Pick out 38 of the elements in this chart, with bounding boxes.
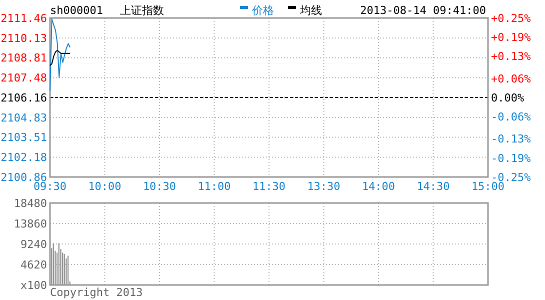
y-tick-label: x100 [20, 278, 47, 292]
x-tick-label: 10:00 [88, 180, 122, 193]
y2-tick-label: -0.06% [491, 110, 532, 124]
y-tick-label: 2104.83 [0, 111, 47, 124]
y-tick-label: 13860 [14, 217, 47, 230]
y-tick-label: 2106.16 [0, 91, 47, 104]
y2-tick-label: -0.13% [491, 132, 532, 146]
x-tick-label: 15:00 [471, 180, 505, 193]
x-tick-label: 09:30 [33, 180, 67, 193]
y-tick-label: 18480 [14, 196, 47, 210]
x-tick-label: 10:30 [142, 180, 176, 193]
legend-label: 均线 [299, 4, 322, 17]
y2-tick-label: +0.25% [491, 12, 532, 25]
x-tick-label: 14:00 [362, 180, 396, 193]
y2-tick-label: +0.06% [491, 72, 532, 86]
y-tick-label: 2108.81 [0, 52, 47, 65]
x-tick-label: 13:30 [307, 180, 340, 193]
y2-tick-label: +0.19% [491, 30, 532, 44]
x-tick-label: 11:30 [252, 180, 286, 193]
y-tick-label: 2107.48 [0, 72, 47, 85]
y-tick-label: 4620 [20, 258, 47, 272]
legend-label: 价格 [251, 4, 274, 17]
y2-tick-label: +0.13% [491, 50, 532, 64]
line-series [50, 18, 71, 92]
x-tick-label: 14:30 [416, 180, 450, 193]
chart-subtitle: sh000001 [50, 4, 103, 17]
text: 2013-08-14 09:41:00 [360, 4, 486, 17]
y-tick-label: 2102.18 [0, 151, 47, 164]
x-tick-label: 11:00 [198, 180, 231, 193]
text: Copyright 2013 [50, 286, 143, 299]
chart-title: 上证指数 [120, 4, 164, 17]
y2-tick-label: -0.19% [491, 152, 532, 165]
y2-tick-label: 0.00% [491, 91, 524, 104]
y-tick-label: 2110.13 [0, 32, 47, 45]
y-tick-label: 9240 [20, 238, 47, 251]
y-tick-label: 2111.46 [0, 12, 47, 25]
line-series [50, 50, 71, 66]
y-tick-label: 2103.51 [0, 131, 47, 144]
